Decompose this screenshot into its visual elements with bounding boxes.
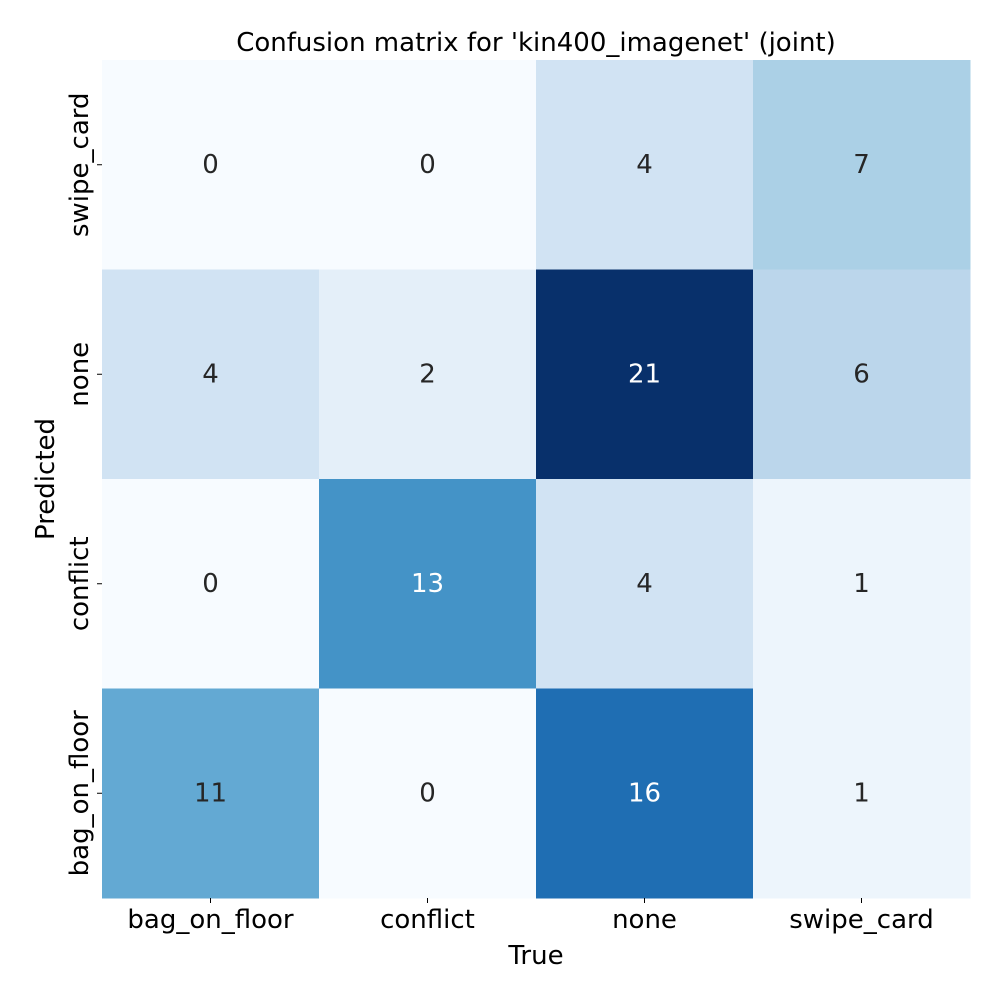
x-axis-ticks: bag_on_floor conflict none swipe_card [127,898,934,935]
cell-value-label: 1 [853,778,870,808]
heatmap-cell [536,60,754,270]
y-tick-label: none [65,342,95,407]
cell-value-label: 6 [853,359,870,389]
cell-value-label: 21 [628,359,661,389]
cell-value-label: 1 [853,569,870,599]
y-axis-label: Predicted [31,418,61,540]
x-tick-label: swipe_card [789,905,934,935]
heatmap-cell-labels: 0 0 4 74 2 21 60 13 4 111 0 16 1 [194,150,870,809]
heatmap-cell [753,269,971,480]
heatmap-cell [753,479,971,689]
heatmap-cell [536,269,754,480]
heatmap-cell [319,688,537,899]
x-tick-label: none [612,905,677,935]
heatmap-cells [102,60,971,899]
heatmap-cell [102,60,320,270]
y-tick-label: conflict [65,536,95,631]
x-tick-label: bag_on_floor [127,905,294,935]
cell-value-label: 0 [202,569,219,599]
cell-value-label: 0 [202,150,219,180]
chart-title: Confusion matrix for 'kin400_imagenet' (… [236,28,836,58]
heatmap-cell [536,688,754,899]
heatmap-cell [102,479,320,689]
heatmap-cell [102,688,320,899]
cell-value-label: 4 [636,150,653,180]
cell-value-label: 13 [411,569,444,599]
heatmap-cell [319,269,537,480]
heatmap-cell [536,479,754,689]
cell-value-label: 2 [419,359,436,389]
heatmap-cell [753,688,971,899]
cell-value-label: 4 [636,569,653,599]
y-tick-label: bag_on_floor [65,710,95,877]
cell-value-label: 16 [628,778,661,808]
heatmap-cell [102,269,320,480]
cell-value-label: 7 [853,150,870,180]
heatmap-cell [319,479,537,689]
heatmap-cell [753,60,971,270]
cell-value-label: 0 [419,150,436,180]
x-axis-label: True [507,941,563,971]
heatmap-cell [319,60,537,270]
cell-value-label: 11 [194,778,227,808]
cell-value-label: 4 [202,359,219,389]
y-tick-label: swipe_card [65,93,95,238]
x-tick-label: conflict [380,905,475,935]
cell-value-label: 0 [419,778,436,808]
